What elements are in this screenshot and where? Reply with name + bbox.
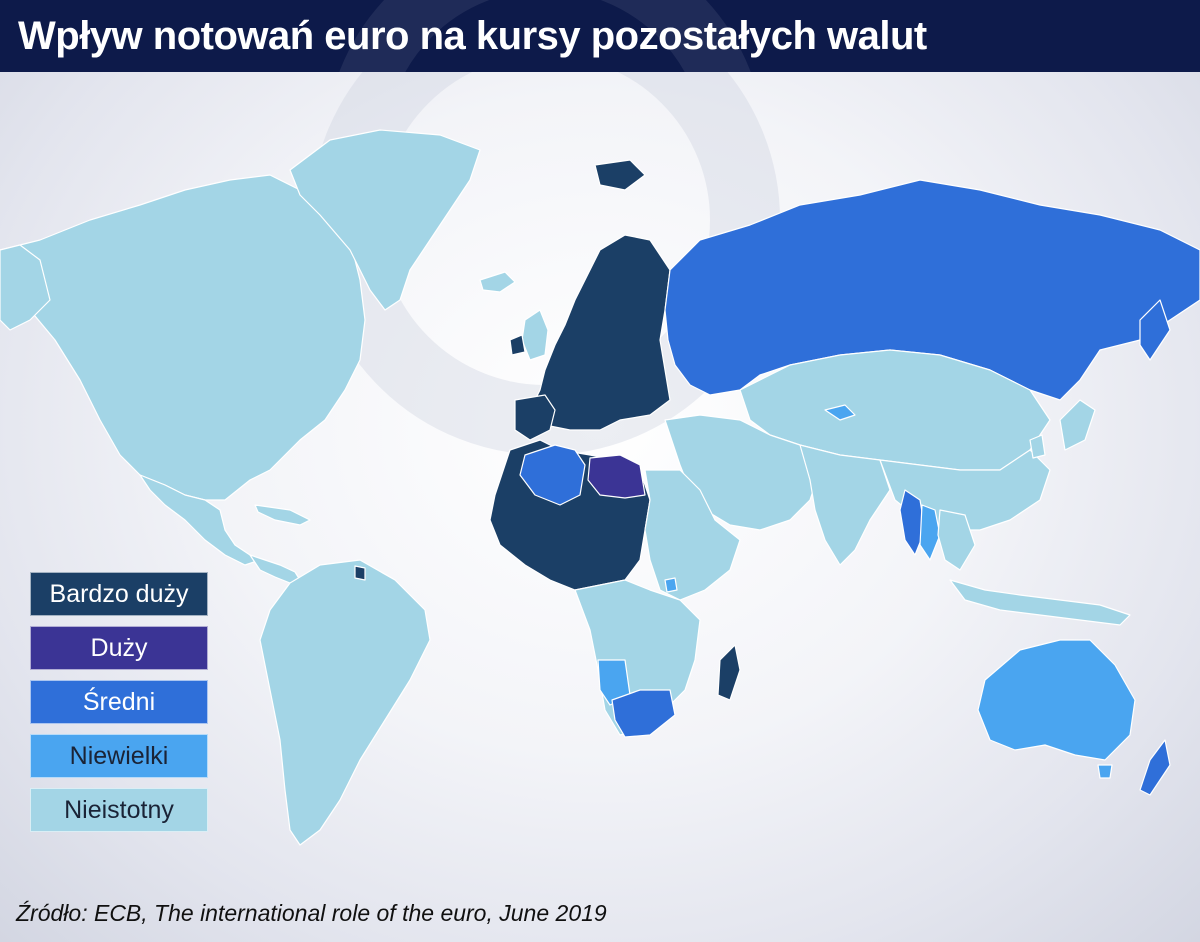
country-japan bbox=[1059, 399, 1096, 451]
country-thailand bbox=[919, 504, 941, 561]
country-kamchatka bbox=[1139, 299, 1171, 361]
page-title: Wpływ notowań euro na kursy pozostałych … bbox=[18, 13, 927, 58]
country-central-america bbox=[249, 554, 301, 584]
legend-item-large: Duży bbox=[30, 626, 208, 670]
country-libya bbox=[587, 454, 646, 499]
map-legend: Bardzo duży Duży Średni Niewielki Nieist… bbox=[30, 572, 210, 842]
country-caribbean bbox=[254, 504, 311, 526]
country-french-guiana bbox=[354, 565, 366, 581]
legend-item-very-large: Bardzo duży bbox=[30, 572, 208, 616]
country-ireland bbox=[509, 334, 526, 356]
legend-item-insignificant: Nieistotny bbox=[30, 788, 208, 832]
country-south-africa bbox=[611, 689, 676, 738]
region-southeast-asia bbox=[937, 509, 976, 571]
country-alaska bbox=[0, 244, 51, 331]
country-korea bbox=[1029, 434, 1046, 459]
country-new-zealand bbox=[1139, 739, 1171, 796]
world-map bbox=[0, 129, 1200, 846]
country-burundi bbox=[664, 577, 678, 593]
country-myanmar bbox=[899, 489, 926, 556]
country-madagascar bbox=[717, 644, 741, 701]
country-iceland bbox=[479, 271, 516, 293]
country-tasmania bbox=[1097, 764, 1113, 779]
title-bar: Wpływ notowań euro na kursy pozostałych … bbox=[0, 0, 1200, 72]
country-uk bbox=[521, 309, 549, 361]
legend-item-medium: Średni bbox=[30, 680, 208, 724]
region-south-asia bbox=[799, 444, 891, 566]
region-europe bbox=[529, 234, 671, 431]
region-east-africa bbox=[644, 469, 741, 601]
country-kyrgyzstan bbox=[824, 404, 856, 421]
country-south-america bbox=[259, 559, 431, 846]
country-greenland bbox=[289, 129, 481, 311]
region-indonesia bbox=[949, 579, 1131, 626]
legend-item-small: Niewielki bbox=[30, 734, 208, 778]
source-note: Źródło: ECB, The international role of t… bbox=[16, 900, 607, 926]
country-svalbard bbox=[594, 159, 646, 191]
country-algeria bbox=[519, 444, 586, 506]
country-canada-usa bbox=[0, 174, 366, 501]
country-australia bbox=[977, 639, 1136, 761]
country-iberia bbox=[514, 394, 556, 441]
